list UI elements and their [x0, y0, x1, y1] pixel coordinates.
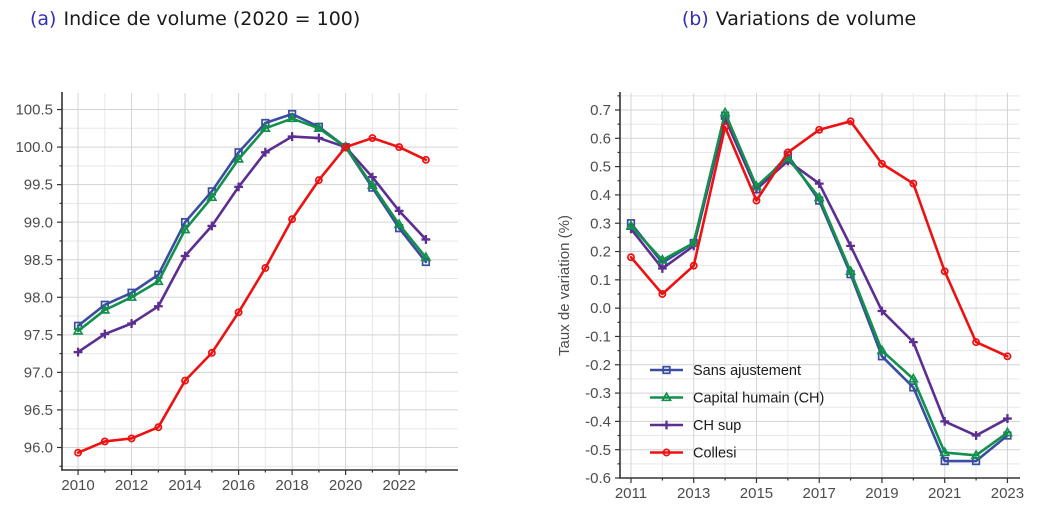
svg-text:98.0: 98.0: [24, 289, 53, 306]
tick-marks: [57, 108, 427, 475]
minor-gridlines: [620, 93, 1020, 478]
svg-text:2014: 2014: [168, 477, 201, 494]
y-tick-labels: -0.6 -0.5 -0.4 -0.3 -0.2 -0.1 0.0 0.1 0.2 0.3 0.4 0…: [585, 102, 611, 487]
chart-b-title: (b) Variations de volume: [555, 8, 1043, 30]
svg-text:2011: 2011: [615, 485, 647, 502]
svg-text:98.5: 98.5: [24, 252, 53, 269]
svg-text:2022: 2022: [382, 477, 415, 494]
x-tick-labels: 2010 2012 2014 2016 2018 2020 2022: [61, 477, 415, 494]
axis-lines: [61, 92, 458, 471]
svg-text:CH sup: CH sup: [693, 418, 741, 434]
tick-marks: [615, 95, 1009, 483]
y-tick-labels: 96.0 96.5 97.0 97.5 98.0 98.5 99.0 99.5 100.0 100…: [15, 102, 53, 457]
series-capital-humain-ch-line: [76, 117, 428, 333]
legend: Sans ajustement Capital humain (CH) CH sup…: [650, 363, 824, 462]
x-tick-labels: 2011 2013 2015 2017 2019 2021 2023: [615, 485, 1024, 502]
legend-item-sans-ajustement: Sans ajustement: [650, 363, 801, 379]
series-ch-sup-line: [76, 135, 428, 354]
svg-text:-0.5: -0.5: [585, 442, 611, 459]
svg-text:Sans ajustement: Sans ajustement: [693, 363, 801, 379]
svg-text:99.5: 99.5: [24, 177, 53, 194]
svg-text:2010: 2010: [61, 477, 94, 494]
svg-text:0.4: 0.4: [590, 187, 611, 204]
legend-item-capital-humain-ch: Capital humain (CH): [650, 391, 824, 407]
volume-variations-chart: -0.6 -0.5 -0.4 -0.3 -0.2 -0.1 0.0 0.1 0.2 0.3 0.4 0…: [556, 92, 1024, 502]
svg-text:100.5: 100.5: [15, 102, 53, 119]
svg-text:96.0: 96.0: [24, 440, 53, 457]
chart-a-title-prefix: (a): [30, 8, 57, 30]
series-ch-sup-markers: [73, 132, 431, 357]
volume-index-chart: 96.0 96.5 97.0 97.5 98.0 98.5 99.0 99.5 100.0 100…: [15, 92, 458, 494]
y-axis-title: Taux de variation (%): [556, 215, 573, 356]
chart-b-title-text: Variations de volume: [715, 8, 917, 30]
series-collesi-line: [76, 136, 428, 455]
series-capital-humain-ch-markers: [72, 112, 432, 335]
series-collesi-markers: [74, 134, 430, 457]
svg-text:2019: 2019: [865, 485, 898, 502]
svg-text:2015: 2015: [740, 485, 773, 502]
svg-text:0.3: 0.3: [590, 215, 611, 232]
svg-text:-0.4: -0.4: [585, 413, 611, 430]
svg-text:-0.1: -0.1: [585, 329, 611, 346]
svg-text:-0.2: -0.2: [585, 357, 611, 374]
series-capital-humain-ch-line: [629, 111, 1009, 457]
major-gridlines: [620, 93, 1020, 479]
svg-text:2020: 2020: [329, 477, 362, 494]
svg-text:0.6: 0.6: [590, 130, 611, 147]
legend-item-ch-sup: CH sup: [650, 418, 741, 434]
svg-text:2012: 2012: [115, 477, 148, 494]
svg-text:0.7: 0.7: [590, 102, 611, 119]
svg-text:2017: 2017: [803, 485, 836, 502]
svg-text:0.2: 0.2: [590, 244, 611, 261]
svg-text:97.0: 97.0: [24, 364, 53, 381]
svg-text:0.0: 0.0: [590, 300, 611, 317]
svg-text:96.5: 96.5: [24, 402, 53, 419]
svg-text:-0.3: -0.3: [585, 385, 611, 402]
svg-text:-0.6: -0.6: [585, 470, 611, 487]
chart-b-title-prefix: (b): [681, 8, 709, 30]
svg-text:0.1: 0.1: [590, 272, 611, 289]
chart-a-title: (a) Indice de volume (2020 = 100): [30, 8, 360, 30]
svg-text:2016: 2016: [222, 477, 255, 494]
svg-text:2013: 2013: [677, 485, 710, 502]
svg-text:99.0: 99.0: [24, 214, 53, 231]
series-collesi-line: [629, 120, 1009, 358]
svg-text:100.0: 100.0: [15, 139, 53, 156]
svg-text:2023: 2023: [991, 485, 1024, 502]
svg-text:Collesi: Collesi: [693, 446, 737, 462]
svg-text:2018: 2018: [275, 477, 308, 494]
svg-text:0.5: 0.5: [590, 159, 611, 176]
svg-text:Capital humain (CH): Capital humain (CH): [693, 391, 824, 407]
chart-a-title-text: Indice de volume (2020 = 100): [63, 8, 361, 30]
legend-item-collesi: Collesi: [650, 446, 737, 462]
series-collesi-markers: [627, 117, 1012, 361]
svg-text:97.5: 97.5: [24, 327, 53, 344]
svg-text:2021: 2021: [928, 485, 961, 502]
